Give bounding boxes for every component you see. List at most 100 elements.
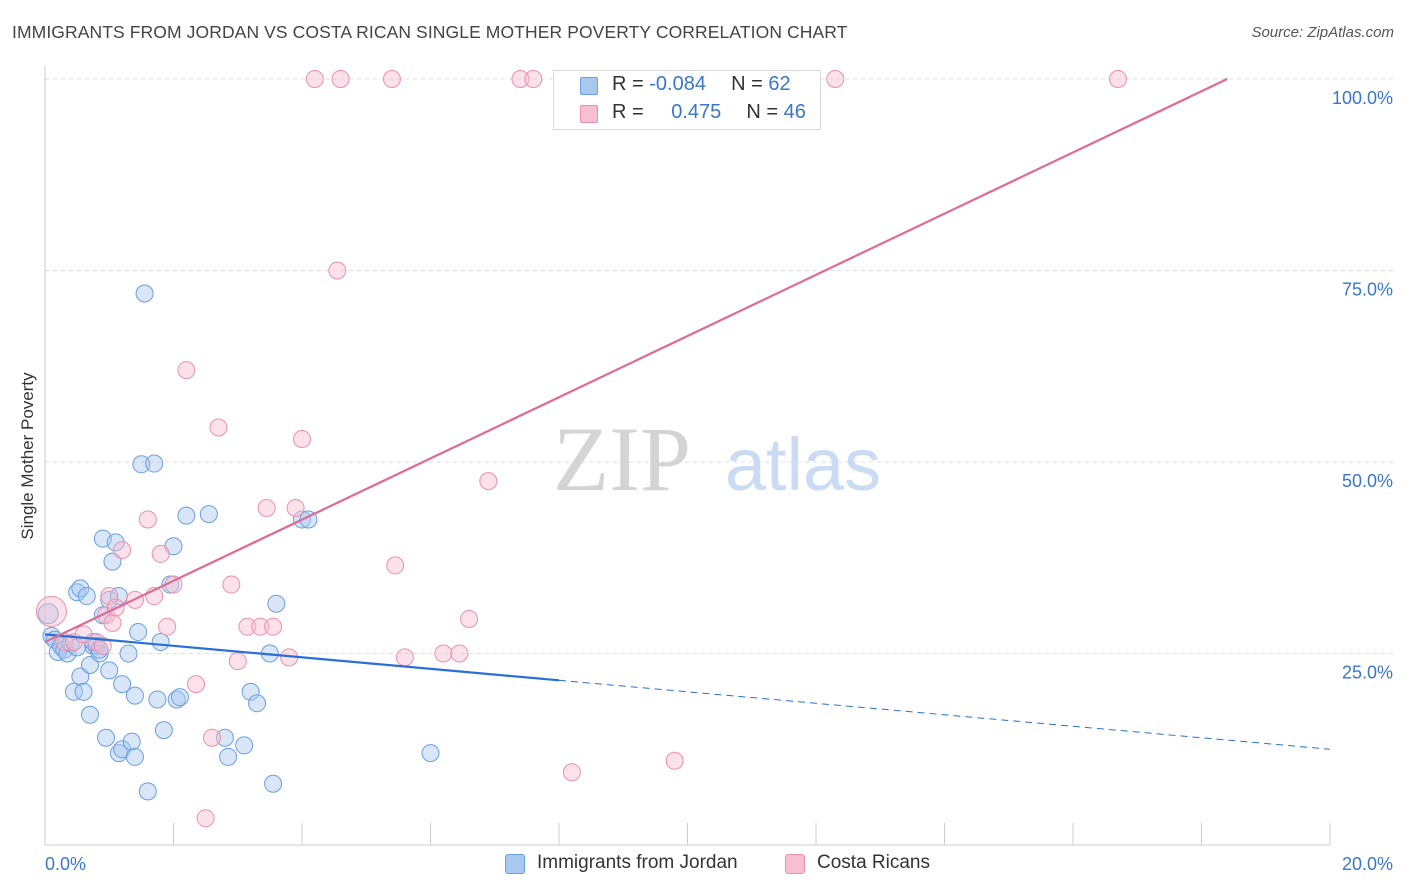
point-costa-30 [293,430,311,449]
point-jordan-27 [103,552,122,571]
x-tick-label-min: 0.0% [45,854,86,874]
point-jordan-55 [248,694,267,713]
point-jordan-57 [264,774,283,793]
point-jordan-11 [71,579,90,598]
point-jordan-12 [71,667,90,686]
point-jordan-43 [151,633,170,652]
point-costa-14 [151,544,170,563]
bottom-legend-label-jordan: Immigrants from Jordan [537,852,738,873]
point-costa-40 [479,472,498,491]
point-costa-44 [665,751,684,770]
point-jordan-48 [170,688,189,707]
point-costa-36 [395,648,414,667]
point-jordan-35 [125,686,144,705]
watermark: ZIP atlas [553,408,881,510]
bottom-legend-swatch-jordan [505,854,525,874]
point-costa-0 [35,595,67,627]
point-jordan-25 [100,590,119,609]
series-jordan-points [37,284,440,801]
point-costa-19 [196,809,215,828]
point-costa-22 [222,575,241,594]
point-costa-8 [103,613,122,632]
point-costa-45 [826,70,845,88]
legend-n-label: N = [731,73,769,95]
x-tick-label-max: 20.0% [1342,854,1393,874]
point-jordan-8 [64,682,83,701]
trend-costa [44,78,1228,644]
legend-swatch-jordan [580,77,598,95]
point-jordan-51 [215,728,234,747]
legend-n-label: N = [746,101,784,123]
watermark-atlas: atlas [725,423,881,506]
series-costa-points [35,70,1127,828]
point-costa-18 [186,675,205,694]
point-costa-37 [434,644,453,663]
point-costa-15 [158,617,177,636]
watermark-zip: ZIP [553,408,691,510]
point-costa-32 [328,261,347,280]
trend-jordan-solid [44,633,560,682]
stats-legend: R = -0.084 N = 62 R = 0.475 N = 46 [553,70,821,130]
point-costa-26 [257,498,276,517]
point-costa-25 [251,617,270,636]
point-costa-46 [1108,70,1127,88]
point-jordan-52 [219,747,238,766]
point-jordan-26 [100,661,119,680]
point-jordan-24 [97,728,116,747]
legend-n-value: 62 [768,73,791,95]
y-tick-label-0: 25.0% [1342,663,1393,683]
point-jordan-37 [129,623,148,642]
point-jordan-13 [74,682,93,701]
point-jordan-28 [106,533,125,552]
point-costa-33 [331,70,350,88]
point-costa-34 [382,70,401,88]
point-jordan-49 [177,506,196,525]
point-jordan-38 [132,455,151,474]
trend-jordan-dashed [558,679,1331,750]
chart-title: IMMIGRANTS FROM JORDAN VS COSTA RICAN SI… [12,22,848,42]
point-costa-5 [93,636,112,655]
tick-labels: 25.0% 50.0% 75.0% 100.0% 0.0% 20.0% [45,88,1393,874]
point-jordan-47 [167,690,186,709]
point-costa-42 [524,70,543,88]
trend-lines [44,78,1331,750]
y-tick-label-2: 75.0% [1342,280,1393,300]
point-costa-7 [100,587,119,606]
point-costa-38 [450,644,469,663]
point-costa-20 [203,728,222,747]
y-tick-label-3: 100.0% [1332,88,1393,108]
point-costa-35 [386,556,405,575]
point-costa-29 [286,498,305,517]
point-costa-41 [511,70,530,88]
point-costa-39 [460,610,479,629]
point-jordan-54 [241,682,260,701]
point-jordan-58 [267,594,286,613]
legend-n-value: 46 [783,101,806,123]
legend-swatch-costa [580,105,598,123]
point-jordan-41 [145,454,164,473]
point-jordan-44 [154,721,173,740]
point-jordan-34 [122,732,141,751]
point-jordan-0 [37,603,59,625]
legend-r-label: R = [612,73,650,95]
y-axis-label: Single Mother Poverty [18,372,37,540]
point-jordan-39 [135,284,154,303]
point-costa-17 [177,361,196,380]
point-jordan-50 [199,505,218,524]
point-costa-23 [228,652,247,671]
point-jordan-33 [119,644,138,663]
point-jordan-16 [80,705,99,724]
point-jordan-36 [125,747,144,766]
point-costa-24 [238,617,257,636]
point-costa-43 [562,763,581,782]
point-costa-31 [305,70,324,88]
bottom-legend-label-costa: Costa Ricans [817,852,930,873]
y-tick-label-1: 50.0% [1342,471,1393,491]
grid-lines [45,78,1395,654]
point-costa-12 [138,510,157,529]
point-jordan-61 [421,744,440,763]
point-jordan-15 [80,655,99,674]
point-jordan-40 [138,782,157,801]
point-jordan-53 [235,736,254,755]
